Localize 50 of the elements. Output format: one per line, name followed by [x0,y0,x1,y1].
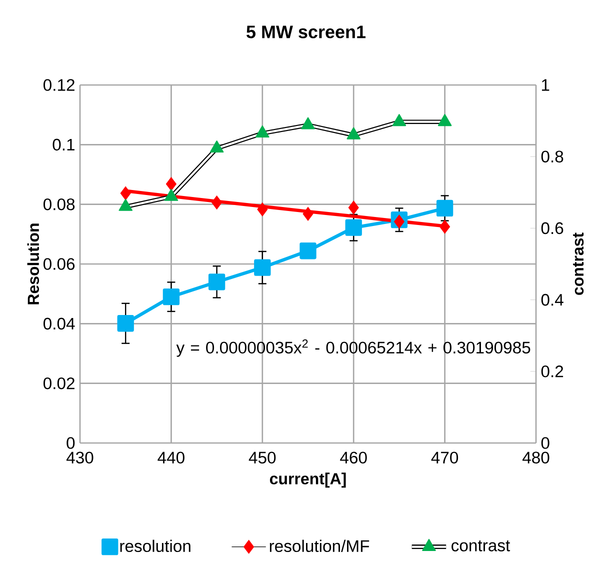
point [120,186,131,200]
x-tick-label: 450 [248,452,276,464]
x-tick-label: 480 [522,452,550,464]
point [118,198,132,211]
y-tick-label: 0.08 [44,198,75,210]
y2-tick-label: 0 [541,437,550,449]
point [257,202,268,216]
point [436,200,454,217]
point [345,219,362,236]
point [208,274,226,290]
y-tick-label: 0.12 [44,79,74,91]
x-tick-label: 470 [431,452,458,464]
legend-label: contrast [452,540,510,552]
point [164,188,178,201]
annotation: y = 0.00000035x$^{2}$ - 0.00065214x + 0.30190985 [176,339,530,357]
point [440,220,450,234]
y2-tick-label: 0.8 [541,150,564,162]
y2-tick-label: 0.2 [541,366,564,378]
y-tick-label: 0.06 [44,258,75,270]
point [301,117,315,130]
y2-axis-title: contrast [573,232,584,295]
y-tick-label: 0 [66,437,75,449]
point [392,114,406,126]
point [162,288,180,306]
chart-title: 5 MW screen1 [246,26,366,38]
point [394,214,404,229]
y2-tick-label: 0.4 [541,294,564,306]
point [302,206,314,221]
x-tick-label: 440 [158,452,184,464]
point [348,200,359,215]
point [210,140,224,153]
point [346,127,360,140]
point [166,177,176,191]
y-tick-label: 0.04 [44,318,75,330]
point [438,114,452,126]
point [300,242,316,260]
x-tick-label: 430 [66,452,94,464]
point [254,259,271,276]
point [117,315,134,332]
x-tick-label: 460 [340,452,367,464]
y-tick-label: 0.1 [52,138,74,151]
y2-tick-label: 0.6 [541,222,564,234]
legend-label: resolution [120,540,190,552]
x-axis-title: current[A] [270,472,346,488]
point [212,196,222,210]
y-axis-title: Resolution [27,224,40,304]
legend-label: resolution/MF [270,540,370,552]
point [256,125,270,138]
y-tick-label: 0.02 [44,377,74,390]
y2-tick-label: 1 [542,79,550,91]
